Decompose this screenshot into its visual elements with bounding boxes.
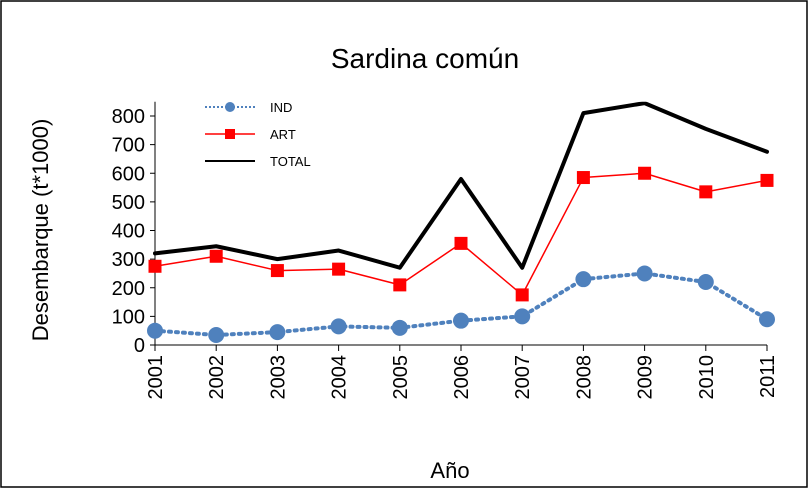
legend-label: TOTAL	[270, 154, 311, 169]
point	[453, 312, 469, 329]
point	[636, 265, 653, 282]
y-axis-title: Desembarque (t*1000)	[28, 119, 53, 342]
point	[225, 129, 235, 139]
x-tick-label: 2010	[696, 355, 718, 400]
point	[638, 166, 652, 180]
y-tick-label: 700	[112, 135, 145, 157]
x-tick-label: 2006	[451, 355, 473, 400]
y-tick-label: 500	[112, 192, 145, 214]
y-tick-label: 300	[112, 249, 145, 271]
point	[575, 271, 592, 288]
y-tick-label: 200	[112, 278, 145, 300]
point	[391, 319, 408, 336]
point	[515, 288, 529, 302]
point	[332, 262, 346, 276]
legend-label: ART	[270, 127, 296, 142]
point	[225, 102, 235, 112]
x-tick-label: 2003	[267, 355, 289, 400]
point	[699, 185, 713, 199]
series-line	[153, 101, 769, 270]
point	[393, 278, 407, 292]
y-tick-label: 0	[134, 335, 145, 357]
point	[269, 324, 286, 341]
point	[760, 173, 774, 187]
legend-label: IND	[270, 100, 292, 115]
x-tick-label: 2008	[573, 355, 595, 400]
x-tick-label: 2009	[635, 355, 657, 400]
y-tick-label: 800	[112, 106, 145, 128]
point	[454, 236, 468, 250]
chart-title: Sardina común	[331, 43, 519, 74]
point	[208, 326, 225, 343]
point	[270, 264, 284, 278]
point	[697, 274, 714, 291]
point	[148, 259, 162, 273]
x-axis-title: Año	[430, 458, 469, 483]
y-tick-label: 400	[112, 221, 145, 243]
point	[576, 171, 590, 185]
x-tick-label: 2007	[512, 355, 534, 400]
point	[330, 318, 347, 335]
point	[759, 311, 775, 328]
x-tick-label: 2011	[757, 355, 779, 398]
x-tick-label: 2005	[390, 355, 412, 400]
point	[147, 322, 163, 339]
point	[514, 308, 531, 325]
x-tick-label: 2001	[145, 355, 167, 400]
x-tick-label: 2002	[206, 355, 228, 400]
point	[209, 249, 223, 263]
y-tick-label: 600	[112, 163, 145, 185]
y-tick-label: 100	[112, 306, 145, 328]
x-tick-label: 2004	[329, 355, 351, 400]
